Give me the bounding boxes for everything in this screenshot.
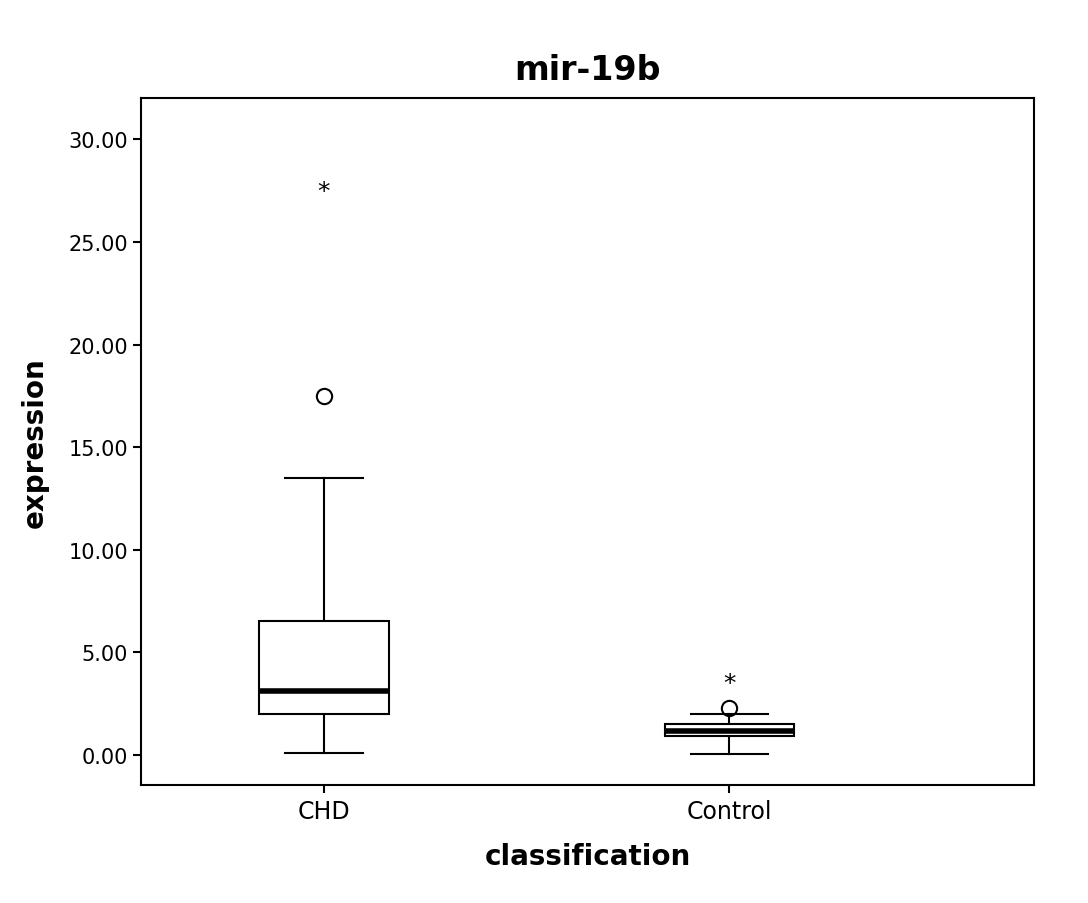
Text: *: * <box>724 671 735 695</box>
Bar <box>665 724 794 737</box>
Text: *: * <box>318 180 330 203</box>
X-axis label: classification: classification <box>484 842 691 870</box>
Y-axis label: expression: expression <box>21 358 49 527</box>
Bar <box>259 622 388 714</box>
Title: mir-19b: mir-19b <box>515 54 660 87</box>
